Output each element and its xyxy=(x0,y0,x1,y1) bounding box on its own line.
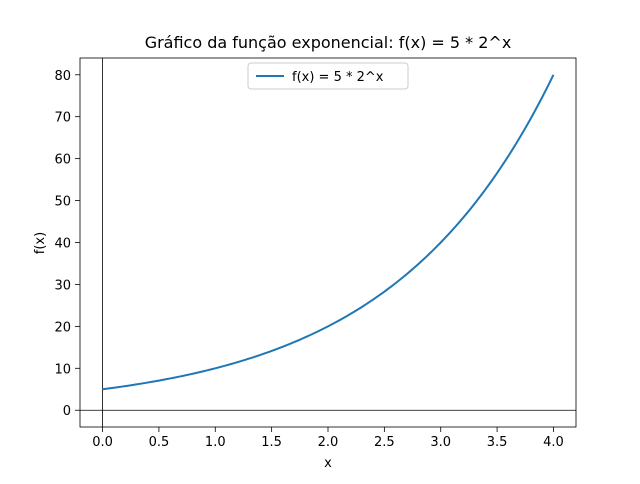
x-tick-label: 0.0 xyxy=(92,435,113,450)
x-tick-label: 2.0 xyxy=(318,435,339,450)
y-tick-label: 70 xyxy=(54,111,71,126)
y-tick-label: 50 xyxy=(54,195,71,210)
chart-title: Gráfico da função exponencial: f(x) = 5 … xyxy=(145,33,512,52)
y-tick-label: 40 xyxy=(54,237,71,252)
x-tick-label: 2.5 xyxy=(374,435,395,450)
y-tick-label: 10 xyxy=(54,362,71,377)
y-tick-label: 80 xyxy=(54,69,71,84)
y-axis-label: f(x) xyxy=(33,232,48,254)
y-tick-label: 20 xyxy=(54,320,71,335)
x-tick-label: 3.0 xyxy=(430,435,451,450)
x-tick-label: 1.0 xyxy=(205,435,226,450)
x-axis-label: x xyxy=(324,456,332,471)
y-tick-label: 0 xyxy=(63,404,71,419)
x-tick-label: 0.5 xyxy=(149,435,170,450)
legend-box xyxy=(247,62,409,90)
series-line-0 xyxy=(102,74,555,391)
y-tick-label: 30 xyxy=(54,278,71,293)
legend-label: f(x) = 5 * 2^x xyxy=(292,70,384,85)
y-tick-label: 60 xyxy=(54,153,71,168)
x-tick-label: 3.5 xyxy=(487,435,508,450)
x-tick-label: 4.0 xyxy=(543,435,564,450)
x-tick-label: 1.5 xyxy=(261,435,282,450)
plot-area: 0.0 0.5 1.0 1.5 2.0 2.5 3.0 3.5 4.0 0 10 20 30 40 50 60… xyxy=(54,57,577,450)
